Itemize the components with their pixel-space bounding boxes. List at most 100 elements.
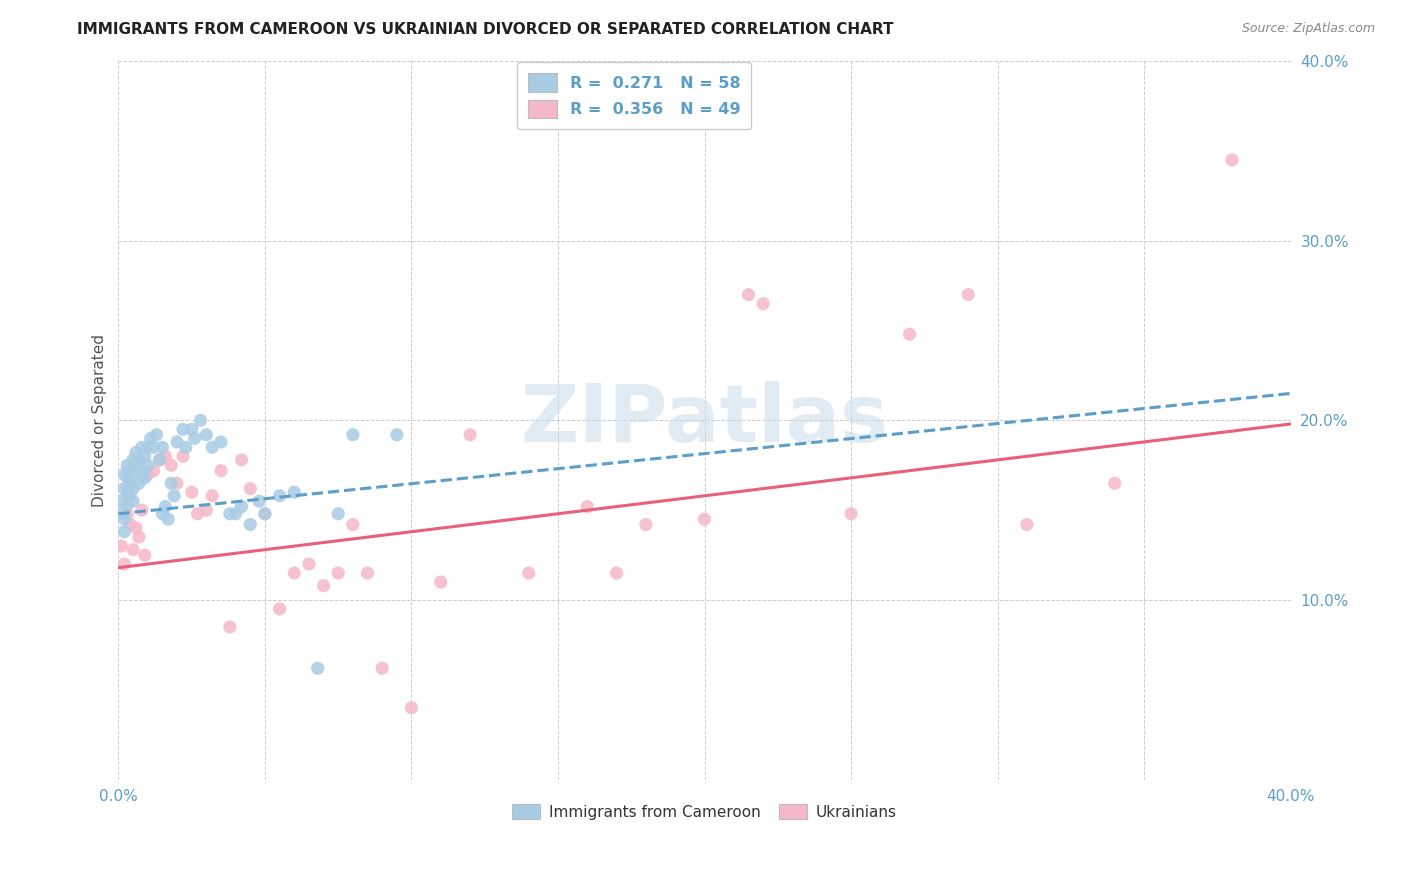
Point — [957, 287, 980, 301]
Point — [155, 450, 177, 464]
Point — [342, 427, 364, 442]
Point — [131, 440, 153, 454]
Point — [312, 579, 335, 593]
Point — [356, 566, 378, 580]
Point — [239, 482, 262, 496]
Text: IMMIGRANTS FROM CAMEROON VS UKRAINIAN DIVORCED OR SEPARATED CORRELATION CHART: IMMIGRANTS FROM CAMEROON VS UKRAINIAN DI… — [77, 22, 894, 37]
Point — [172, 450, 194, 464]
Point — [298, 557, 321, 571]
Point — [152, 507, 174, 521]
Point — [253, 507, 276, 521]
Text: Source: ZipAtlas.com: Source: ZipAtlas.com — [1241, 22, 1375, 36]
Point — [172, 422, 194, 436]
Point — [136, 467, 159, 482]
Point — [160, 476, 183, 491]
Point — [148, 453, 170, 467]
Point — [134, 471, 156, 485]
Point — [606, 566, 628, 580]
Point — [283, 566, 305, 580]
Point — [115, 498, 138, 512]
Point — [112, 512, 135, 526]
Point — [112, 557, 135, 571]
Point — [218, 620, 240, 634]
Point — [195, 503, 218, 517]
Point — [458, 427, 481, 442]
Point — [195, 427, 218, 442]
Point — [122, 453, 145, 467]
Point — [839, 507, 862, 521]
Point — [183, 431, 205, 445]
Point — [120, 464, 142, 478]
Point — [125, 521, 148, 535]
Y-axis label: Divorced or Separated: Divorced or Separated — [93, 334, 107, 507]
Point — [190, 413, 212, 427]
Point — [112, 524, 135, 539]
Point — [131, 503, 153, 517]
Point — [120, 489, 142, 503]
Point — [122, 542, 145, 557]
Point — [247, 494, 270, 508]
Point — [430, 574, 453, 589]
Point — [157, 512, 180, 526]
Point — [1015, 517, 1038, 532]
Point — [128, 476, 150, 491]
Point — [112, 482, 135, 496]
Point — [160, 458, 183, 473]
Point — [115, 458, 138, 473]
Point — [307, 661, 329, 675]
Point — [134, 548, 156, 562]
Point — [737, 287, 759, 301]
Point — [163, 489, 186, 503]
Point — [328, 507, 350, 521]
Point — [152, 440, 174, 454]
Legend: Immigrants from Cameroon, Ukrainians: Immigrants from Cameroon, Ukrainians — [506, 797, 903, 826]
Point — [166, 434, 188, 449]
Point — [115, 471, 138, 485]
Point — [201, 489, 224, 503]
Point — [125, 467, 148, 482]
Point — [209, 464, 232, 478]
Point — [385, 427, 408, 442]
Point — [253, 507, 276, 521]
Point — [1220, 153, 1243, 167]
Point — [131, 464, 153, 478]
Point — [693, 512, 716, 526]
Point — [180, 485, 202, 500]
Point — [231, 500, 253, 514]
Point — [120, 517, 142, 532]
Point — [139, 431, 162, 445]
Point — [110, 539, 132, 553]
Point — [517, 566, 540, 580]
Point — [136, 440, 159, 454]
Point — [128, 530, 150, 544]
Point — [401, 700, 423, 714]
Point — [148, 453, 170, 467]
Point — [231, 453, 253, 467]
Point — [269, 489, 291, 503]
Point — [218, 507, 240, 521]
Point — [110, 494, 132, 508]
Point — [122, 482, 145, 496]
Point — [342, 517, 364, 532]
Point — [166, 476, 188, 491]
Point — [115, 485, 138, 500]
Point — [128, 453, 150, 467]
Point — [142, 464, 165, 478]
Point — [125, 446, 148, 460]
Point — [328, 566, 350, 580]
Point — [115, 507, 138, 521]
Point — [576, 500, 599, 514]
Point — [145, 427, 167, 442]
Point — [269, 602, 291, 616]
Point — [125, 458, 148, 473]
Point — [225, 507, 247, 521]
Point — [371, 661, 394, 675]
Point — [155, 500, 177, 514]
Point — [136, 458, 159, 473]
Point — [122, 494, 145, 508]
Point — [209, 434, 232, 449]
Point — [112, 467, 135, 482]
Point — [634, 517, 657, 532]
Point — [898, 327, 921, 342]
Point — [283, 485, 305, 500]
